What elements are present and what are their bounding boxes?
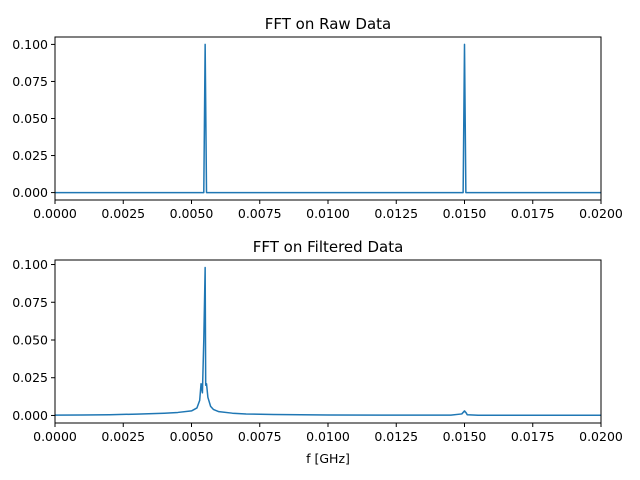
series-line	[55, 43, 601, 194]
x-tick-label: 0.0200	[579, 429, 623, 444]
x-tick-label: 0.0150	[443, 206, 487, 221]
y-tick-label: 0.000	[12, 185, 48, 200]
x-tick-label: 0.0175	[511, 429, 555, 444]
x-tick-label: 0.0000	[33, 206, 77, 221]
y-tick-label: 0.050	[12, 111, 48, 126]
filtered-data-panel: FFT on Filtered Data f [GHz] 0.0000 0.002…	[12, 238, 623, 466]
y-tick-label: 0.075	[12, 295, 48, 310]
x-tick-label: 0.0050	[170, 206, 214, 221]
x-tick-label: 0.0050	[170, 429, 214, 444]
x-tick-label: 0.0025	[101, 206, 145, 221]
raw-data-title: FFT on Raw Data	[265, 15, 392, 33]
y-tick-label: 0.100	[12, 37, 48, 52]
x-tick-label: 0.0175	[511, 206, 555, 221]
x-tick-label: 0.0125	[374, 206, 418, 221]
x-tick-label: 0.0150	[443, 429, 487, 444]
x-tick-label: 0.0125	[374, 429, 418, 444]
x-tick-label: 0.0100	[306, 429, 350, 444]
x-tick-label: 0.0075	[238, 206, 282, 221]
x-tick-label: 0.0075	[238, 429, 282, 444]
y-tick-label: 0.075	[12, 74, 48, 89]
x-tick-label: 0.0100	[306, 206, 350, 221]
y-tick-label: 0.025	[12, 370, 48, 385]
x-axis-label: f [GHz]	[306, 451, 350, 466]
x-tick-label: 0.0000	[33, 429, 77, 444]
y-tick-label: 0.050	[12, 332, 48, 347]
y-tick-label: 0.000	[12, 408, 48, 423]
plot-frame	[54, 36, 602, 201]
plot-frame	[54, 259, 602, 424]
x-tick-label: 0.0200	[579, 206, 623, 221]
y-tick-label: 0.025	[12, 148, 48, 163]
y-tick-label: 0.100	[12, 257, 48, 272]
x-tick-label: 0.0025	[101, 429, 145, 444]
raw-data-panel: FFT on Raw Data 0.0000 0.0025 0.0050 0.0075…	[12, 15, 623, 221]
filtered-data-title: FFT on Filtered Data	[253, 238, 404, 256]
series-line	[55, 266, 601, 417]
